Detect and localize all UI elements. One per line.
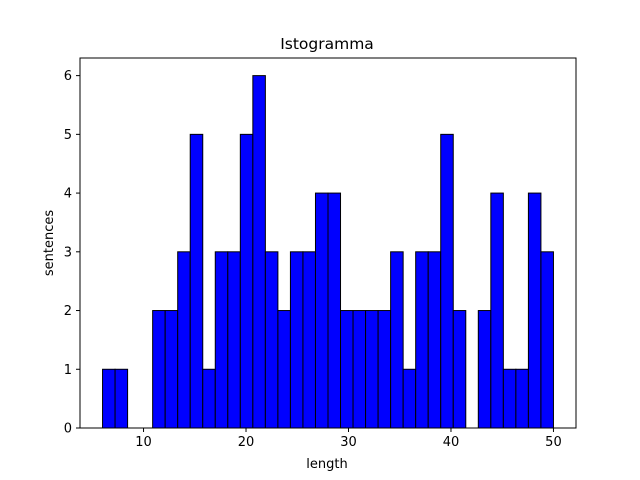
chart-title: Istogramma [280,35,374,53]
y-axis-ticks: 0 1 2 3 4 5 6 [64,69,80,437]
histogram-bar [515,368,529,429]
histogram-bar [152,310,166,429]
histogram-bar [527,192,542,429]
x-tick-label: 20 [238,435,255,450]
histogram-bar [477,310,492,429]
histogram-bar [239,133,254,429]
histogram-bar [365,310,379,429]
histogram-bar [102,368,116,429]
histogram-bar [440,133,454,429]
histogram-bar [452,310,467,429]
y-tick-label: 2 [64,304,72,319]
x-axis-ticks: 10 20 30 40 50 [135,428,562,450]
y-tick-label: 0 [64,422,72,437]
histogram-bar [277,310,291,429]
y-axis-label: sentences [42,210,57,276]
histogram-bar [289,251,304,429]
x-tick-label: 40 [443,435,460,450]
histogram-bar [252,75,266,429]
y-tick-label: 3 [64,245,72,260]
histogram-bar [540,251,554,429]
histogram-bar [314,192,329,429]
y-tick-label: 5 [64,128,72,143]
histogram-bar [377,310,392,429]
histogram-bar [340,310,354,429]
y-tick-label: 6 [64,69,72,84]
histogram-bar [415,251,429,429]
x-tick-label: 50 [545,435,562,450]
histogram-bar [202,368,216,429]
histogram-bar [177,251,191,429]
histogram-bar [227,251,241,429]
x-axis-label: length [306,457,347,472]
x-tick-label: 10 [135,435,152,450]
histogram-bar [352,310,367,429]
histogram-bar [214,251,229,429]
histogram-bar [302,251,316,429]
histogram-bar [490,192,504,429]
x-tick-label: 30 [340,435,357,450]
histogram-bar [189,133,204,429]
histogram-bar [402,368,417,429]
histogram-bar [427,251,442,429]
histogram-bar [264,251,279,429]
histogram-bar [114,368,129,429]
y-tick-label: 1 [64,363,72,378]
histogram-bar [164,310,179,429]
y-tick-label: 4 [64,187,72,202]
histogram-bar [327,192,342,429]
histogram-bar [390,251,404,429]
bars-group [102,75,554,429]
plot-frame [79,57,577,429]
histogram-bar [502,368,517,429]
